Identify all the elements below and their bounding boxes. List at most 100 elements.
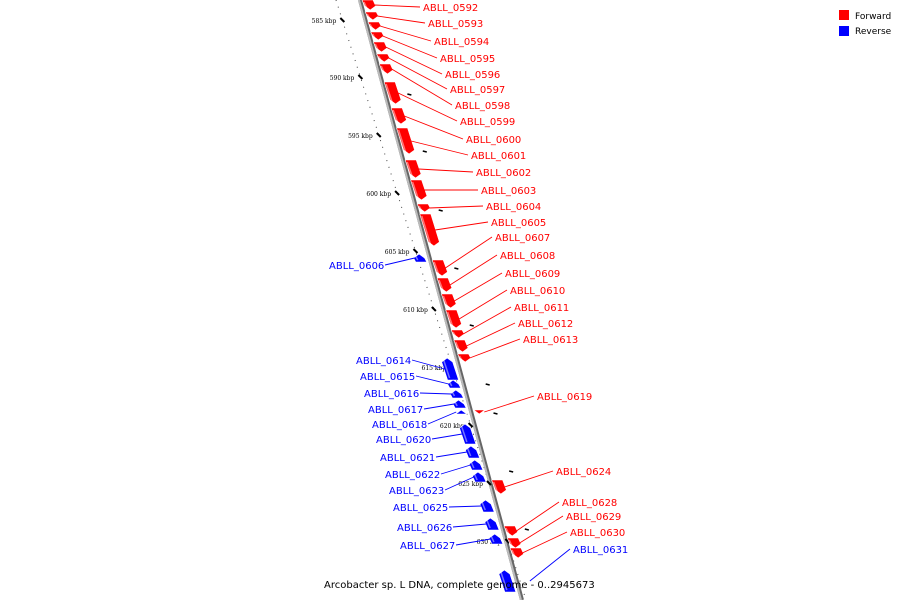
gene-block-abll_0594[interactable] [367, 21, 382, 31]
leader-abll_0604 [429, 205, 484, 209]
gene-block-highlight [490, 535, 495, 543]
gene-block-abll_0606[interactable] [413, 253, 428, 263]
gene-block-highlight [486, 519, 491, 529]
gene-block-abll_0605[interactable] [419, 213, 440, 247]
gene-block-highlight [421, 215, 432, 245]
gene-label-abll_0618[interactable]: ABLL_0618 [372, 420, 427, 431]
gene-label-abll_0631[interactable]: ABLL_0631 [573, 545, 628, 556]
gene-label-abll_0596[interactable]: ABLL_0596 [445, 70, 500, 81]
gene-block-abll_0600[interactable] [390, 107, 407, 125]
gene-block-abll_0607[interactable] [431, 259, 448, 277]
gene-block-abll_0597[interactable] [376, 53, 391, 63]
gene-label-abll_0624[interactable]: ABLL_0624 [556, 467, 611, 478]
gene-block-abll_0631[interactable] [498, 569, 517, 593]
gene-label-abll_0629[interactable]: ABLL_0629 [566, 512, 621, 523]
gene-block-abll_0629[interactable] [506, 537, 522, 549]
gene-block-abll_0623[interactable] [472, 471, 487, 483]
gene-block-abll_0616[interactable] [449, 389, 464, 399]
gene-label-abll_0614[interactable]: ABLL_0614 [356, 356, 411, 367]
gene-block-highlight [385, 83, 393, 103]
gene-label-abll_0616[interactable]: ABLL_0616 [364, 389, 419, 400]
leader-abll_0624 [504, 470, 554, 488]
leader-abll_0613 [469, 338, 521, 359]
gene-label-abll_0613[interactable]: ABLL_0613 [523, 335, 578, 346]
gene-block-abll_0611[interactable] [450, 329, 465, 339]
gene-block-abll_0615[interactable] [447, 379, 462, 389]
gene-label-abll_0594[interactable]: ABLL_0594 [434, 37, 489, 48]
gene-block-abll_0599[interactable] [383, 81, 402, 105]
gene-label-abll_0605[interactable]: ABLL_0605 [491, 218, 546, 229]
gene-block-abll_0618[interactable] [454, 409, 468, 415]
gene-label-abll_0627[interactable]: ABLL_0627 [400, 541, 455, 552]
gene-block-abll_0596[interactable] [372, 41, 388, 53]
gene-label-abll_0595[interactable]: ABLL_0595 [440, 54, 495, 65]
gene-block-abll_0619[interactable] [472, 409, 486, 415]
gene-label-abll_0598[interactable]: ABLL_0598 [455, 101, 510, 112]
gene-label-abll_0625[interactable]: ABLL_0625 [393, 503, 448, 514]
gene-block-abll_0617[interactable] [452, 399, 467, 409]
gene-block-abll_0609[interactable] [440, 293, 457, 309]
gene-block-abll_0630[interactable] [509, 547, 525, 559]
gene-label-abll_0601[interactable]: ABLL_0601 [471, 151, 526, 162]
gene-label-abll_0626[interactable]: ABLL_0626 [397, 523, 452, 534]
gene-label-abll_0597[interactable]: ABLL_0597 [450, 85, 505, 96]
leader-abll_0610 [458, 289, 508, 320]
gene-label-abll_0630[interactable]: ABLL_0630 [570, 528, 625, 539]
gene-block-abll_0595[interactable] [370, 31, 385, 41]
gene-label-abll_0609[interactable]: ABLL_0609 [505, 269, 560, 280]
scale-tick-label: 585 kbp [312, 18, 337, 25]
gene-block-abll_0598[interactable] [378, 63, 394, 75]
gene-block-abll_0625[interactable] [479, 499, 495, 513]
scale-tick-label: 605 kbp [385, 249, 410, 256]
gene-label-abll_0623[interactable]: ABLL_0623 [389, 486, 444, 497]
gene-block-abll_0592[interactable] [361, 0, 377, 11]
gene-label-abll_0592[interactable]: ABLL_0592 [423, 3, 478, 14]
gene-label-abll_0621[interactable]: ABLL_0621 [380, 453, 435, 464]
gene-label-abll_0599[interactable]: ABLL_0599 [460, 117, 515, 128]
gene-block-abll_0608[interactable] [436, 277, 453, 293]
gene-label-abll_0600[interactable]: ABLL_0600 [466, 135, 521, 146]
gene-block-highlight [406, 161, 413, 177]
gene-block-abll_0628[interactable] [503, 525, 519, 537]
gene-label-abll_0602[interactable]: ABLL_0602 [476, 168, 531, 179]
gene-block-abll_0620[interactable] [459, 423, 477, 445]
gene-block-abll_0622[interactable] [468, 459, 484, 471]
leader-abll_0619 [484, 395, 535, 413]
gene-label-abll_0622[interactable]: ABLL_0622 [385, 470, 440, 481]
gene-label-abll_0619[interactable]: ABLL_0619 [537, 392, 592, 403]
gene-label-abll_0608[interactable]: ABLL_0608 [500, 251, 555, 262]
gene-block-abll_0613[interactable] [457, 353, 472, 363]
scale-tick [412, 248, 419, 254]
gene-label-abll_0593[interactable]: ABLL_0593 [428, 19, 483, 30]
gene-label-abll_0617[interactable]: ABLL_0617 [368, 405, 423, 416]
gene-label-abll_0604[interactable]: ABLL_0604 [486, 202, 541, 213]
gene-block-abll_0612[interactable] [453, 339, 469, 353]
gene-block-abll_0601[interactable] [396, 127, 415, 155]
gene-label-abll_0612[interactable]: ABLL_0612 [518, 319, 573, 330]
gene-block-abll_0603[interactable] [410, 179, 428, 201]
gene-label-abll_0615[interactable]: ABLL_0615 [360, 372, 415, 383]
gene-block-abll_0621[interactable] [465, 445, 481, 459]
minor-tick [407, 93, 412, 96]
gene-label-abll_0620[interactable]: ABLL_0620 [376, 435, 431, 446]
gene-block-abll_0604[interactable] [416, 203, 431, 213]
gene-block-highlight [442, 295, 448, 307]
gene-label-abll_0611[interactable]: ABLL_0611 [514, 303, 569, 314]
gene-block-abll_0610[interactable] [445, 309, 462, 329]
gene-label-abll_0606[interactable]: ABLL_0606 [329, 261, 384, 272]
gene-block-highlight [397, 129, 407, 153]
minor-tick [508, 470, 514, 473]
gene-block-abll_0593[interactable] [364, 11, 379, 21]
gene-block-abll_0626[interactable] [484, 517, 500, 531]
gene-block-highlight [455, 341, 460, 351]
gene-label-abll_0607[interactable]: ABLL_0607 [495, 233, 550, 244]
gene-label-abll_0603[interactable]: ABLL_0603 [481, 186, 536, 197]
gene-label-abll_0610[interactable]: ABLL_0610 [510, 286, 565, 297]
scale-ticks: 585 kbp 590 kbp 595 kbp 600 kbp 605 kbp 610 k… [312, 17, 530, 546]
gene-label-abll_0628[interactable]: ABLL_0628 [562, 498, 617, 509]
gene-block-abll_0627[interactable] [488, 533, 504, 545]
gene-block-abll_0624[interactable] [491, 479, 507, 495]
gene-block-abll_0602[interactable] [404, 159, 422, 179]
leader-abll_0630 [522, 531, 568, 554]
